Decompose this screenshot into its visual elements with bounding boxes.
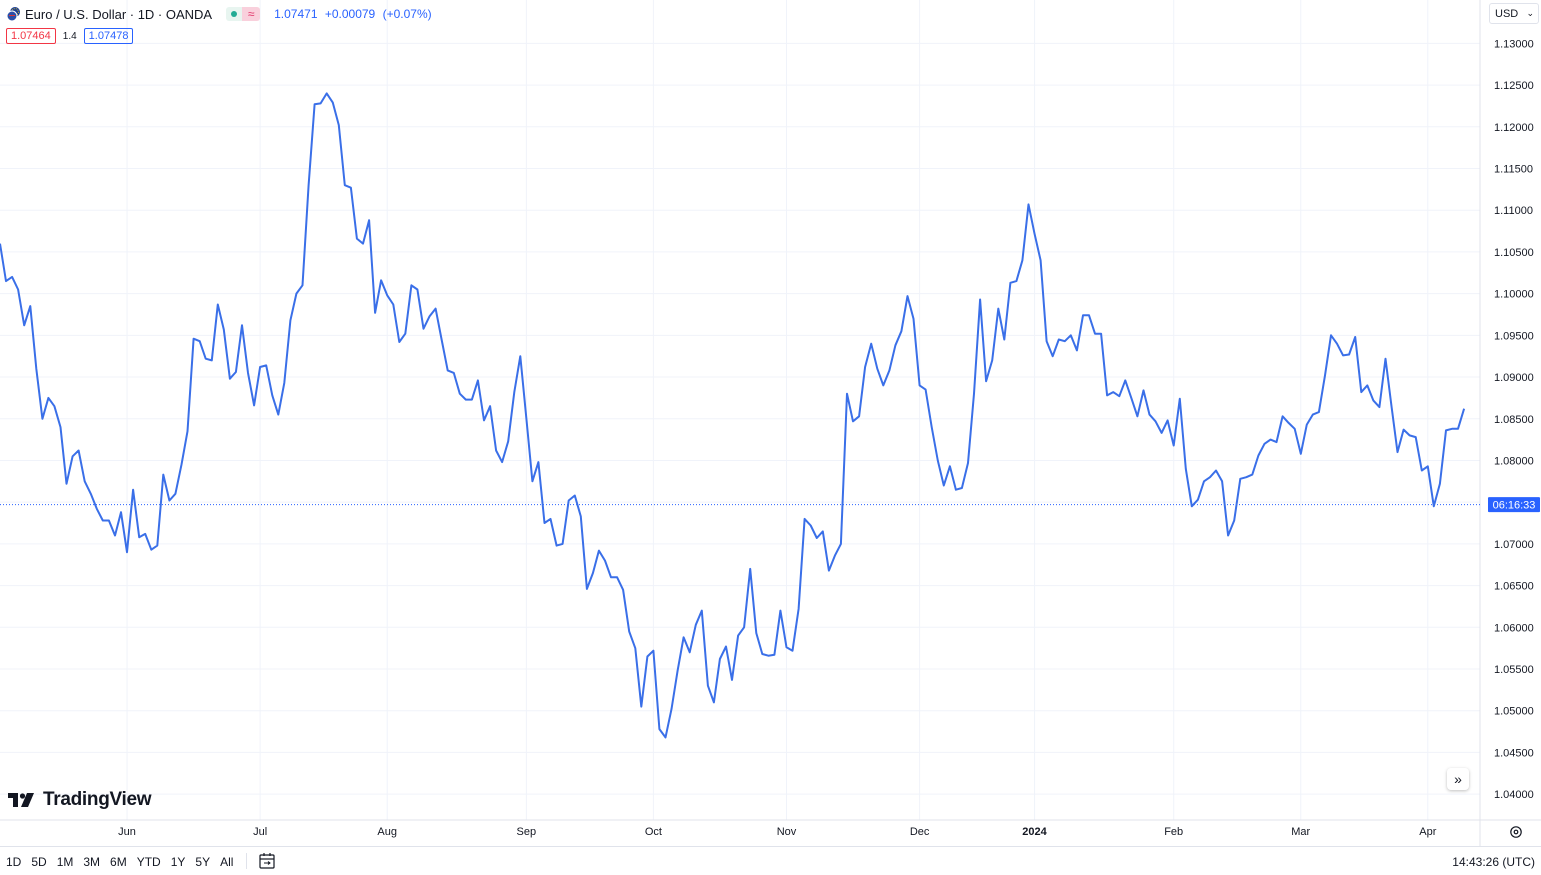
range-button-5y[interactable]: 5Y: [195, 855, 211, 869]
range-button-1y[interactable]: 1Y: [170, 855, 186, 869]
y-tick-label: 1.11000: [1494, 205, 1533, 217]
x-tick-label: Mar: [1291, 826, 1310, 838]
bid-ask-quotes: 1.07464 1.4 1.07478: [6, 28, 134, 44]
range-button-all[interactable]: All: [220, 855, 234, 869]
y-tick-label: 1.12000: [1494, 122, 1534, 134]
range-button-ytd[interactable]: YTD: [136, 855, 161, 869]
spread-value: 1.4: [62, 30, 77, 42]
chevron-down-icon: ⌄: [1526, 8, 1534, 18]
x-tick-label: Oct: [645, 826, 662, 838]
market-open-icon[interactable]: [226, 7, 243, 21]
utc-clock[interactable]: 14:43:26 (UTC): [1452, 855, 1535, 869]
y-tick-label: 1.12500: [1494, 80, 1534, 92]
x-tick-label: Nov: [777, 826, 797, 838]
countdown-label: 06:16:33: [1493, 500, 1536, 512]
y-tick-label: 1.13000: [1494, 38, 1534, 50]
chart-grid: [0, 0, 1480, 820]
price-change: +0.00079: [324, 7, 376, 21]
symbol-legend: Euro / U.S. Dollar · 1D · OANDA ≈ 1.0747…: [6, 4, 436, 24]
range-buttons: 1D 5D 1M 3M 6M YTD 1Y 5Y All: [6, 855, 243, 869]
price-change-pct: (+0.07%): [382, 7, 432, 21]
y-tick-label: 1.09000: [1494, 372, 1534, 384]
last-price: 1.07471: [274, 7, 318, 21]
y-tick-label: 1.11500: [1494, 163, 1533, 175]
y-tick-label: 1.09500: [1494, 330, 1534, 342]
bid-price[interactable]: 1.07464: [6, 28, 56, 44]
range-button-6m[interactable]: 6M: [110, 855, 127, 869]
market-status[interactable]: ≈: [226, 7, 261, 21]
y-tick-label: 1.06000: [1494, 622, 1534, 634]
x-tick-label: Feb: [1164, 826, 1183, 838]
bottom-toolbar: 1D 5D 1M 3M 6M YTD 1Y 5Y All 14:43:26 (U…: [0, 846, 1541, 874]
x-tick-label: 2024: [1022, 826, 1047, 838]
x-tick-label: Sep: [517, 826, 537, 838]
y-tick-label: 1.07000: [1494, 539, 1534, 551]
y-tick-label: 1.04000: [1494, 789, 1534, 801]
currency-select[interactable]: USD ⌄: [1489, 3, 1539, 24]
x-tick-label: Aug: [377, 826, 397, 838]
y-tick-label: 1.06500: [1494, 581, 1534, 593]
double-chevron-right-icon: »: [1454, 771, 1462, 787]
gear-icon: [1510, 826, 1522, 838]
x-tick-label: Jul: [253, 826, 267, 838]
toolbar-divider: [246, 853, 247, 869]
y-tick-label: 1.08500: [1494, 414, 1534, 426]
countdown-badge-bg: [1488, 497, 1540, 513]
y-tick-label: 1.08000: [1494, 455, 1534, 467]
price-series-line: [0, 92, 1466, 739]
price-chart[interactable]: 1.13000 1.12500 1.12000 1.11500 1.11000 1.105…: [0, 0, 1541, 846]
price-axis[interactable]: 1.13000 1.12500 1.12000 1.11500 1.11000 1.105…: [1494, 38, 1534, 801]
date-range-button[interactable]: [258, 852, 276, 870]
tradingview-logo-icon: [8, 793, 34, 807]
x-tick-label: Jun: [118, 826, 136, 838]
scroll-to-realtime-button[interactable]: »: [1447, 768, 1469, 790]
y-tick-label: 1.04500: [1494, 747, 1534, 759]
range-button-5d[interactable]: 5D: [31, 855, 47, 869]
range-button-3m[interactable]: 3M: [83, 855, 101, 869]
euro-dollar-flags-icon: [6, 6, 22, 22]
range-button-1d[interactable]: 1D: [6, 855, 22, 869]
y-tick-label: 1.10500: [1494, 247, 1534, 259]
y-tick-label: 1.05000: [1494, 706, 1534, 718]
logo-text: TradingView: [43, 789, 152, 810]
currency-label: USD: [1495, 7, 1519, 20]
delayed-data-icon[interactable]: ≈: [242, 7, 261, 21]
price-info: 1.07471 +0.00079 (+0.07%): [274, 7, 436, 21]
range-button-1m[interactable]: 1M: [56, 855, 74, 869]
symbol-title[interactable]: Euro / U.S. Dollar · 1D · OANDA: [25, 6, 213, 22]
x-tick-label: Apr: [1419, 826, 1436, 838]
y-tick-label: 1.10000: [1494, 289, 1534, 301]
x-tick-label: Dec: [910, 826, 930, 838]
axis-settings-button[interactable]: [1508, 824, 1524, 840]
tradingview-logo[interactable]: TradingView: [8, 789, 152, 811]
y-tick-label: 1.05500: [1494, 664, 1534, 676]
time-axis[interactable]: Jun Jul Aug Sep Oct Nov Dec 2024 Feb Mar Apr: [118, 826, 1437, 838]
countdown-badge: 06:16:33: [1488, 497, 1540, 513]
calendar-range-icon: [259, 853, 275, 869]
ask-price[interactable]: 1.07478: [83, 28, 134, 44]
